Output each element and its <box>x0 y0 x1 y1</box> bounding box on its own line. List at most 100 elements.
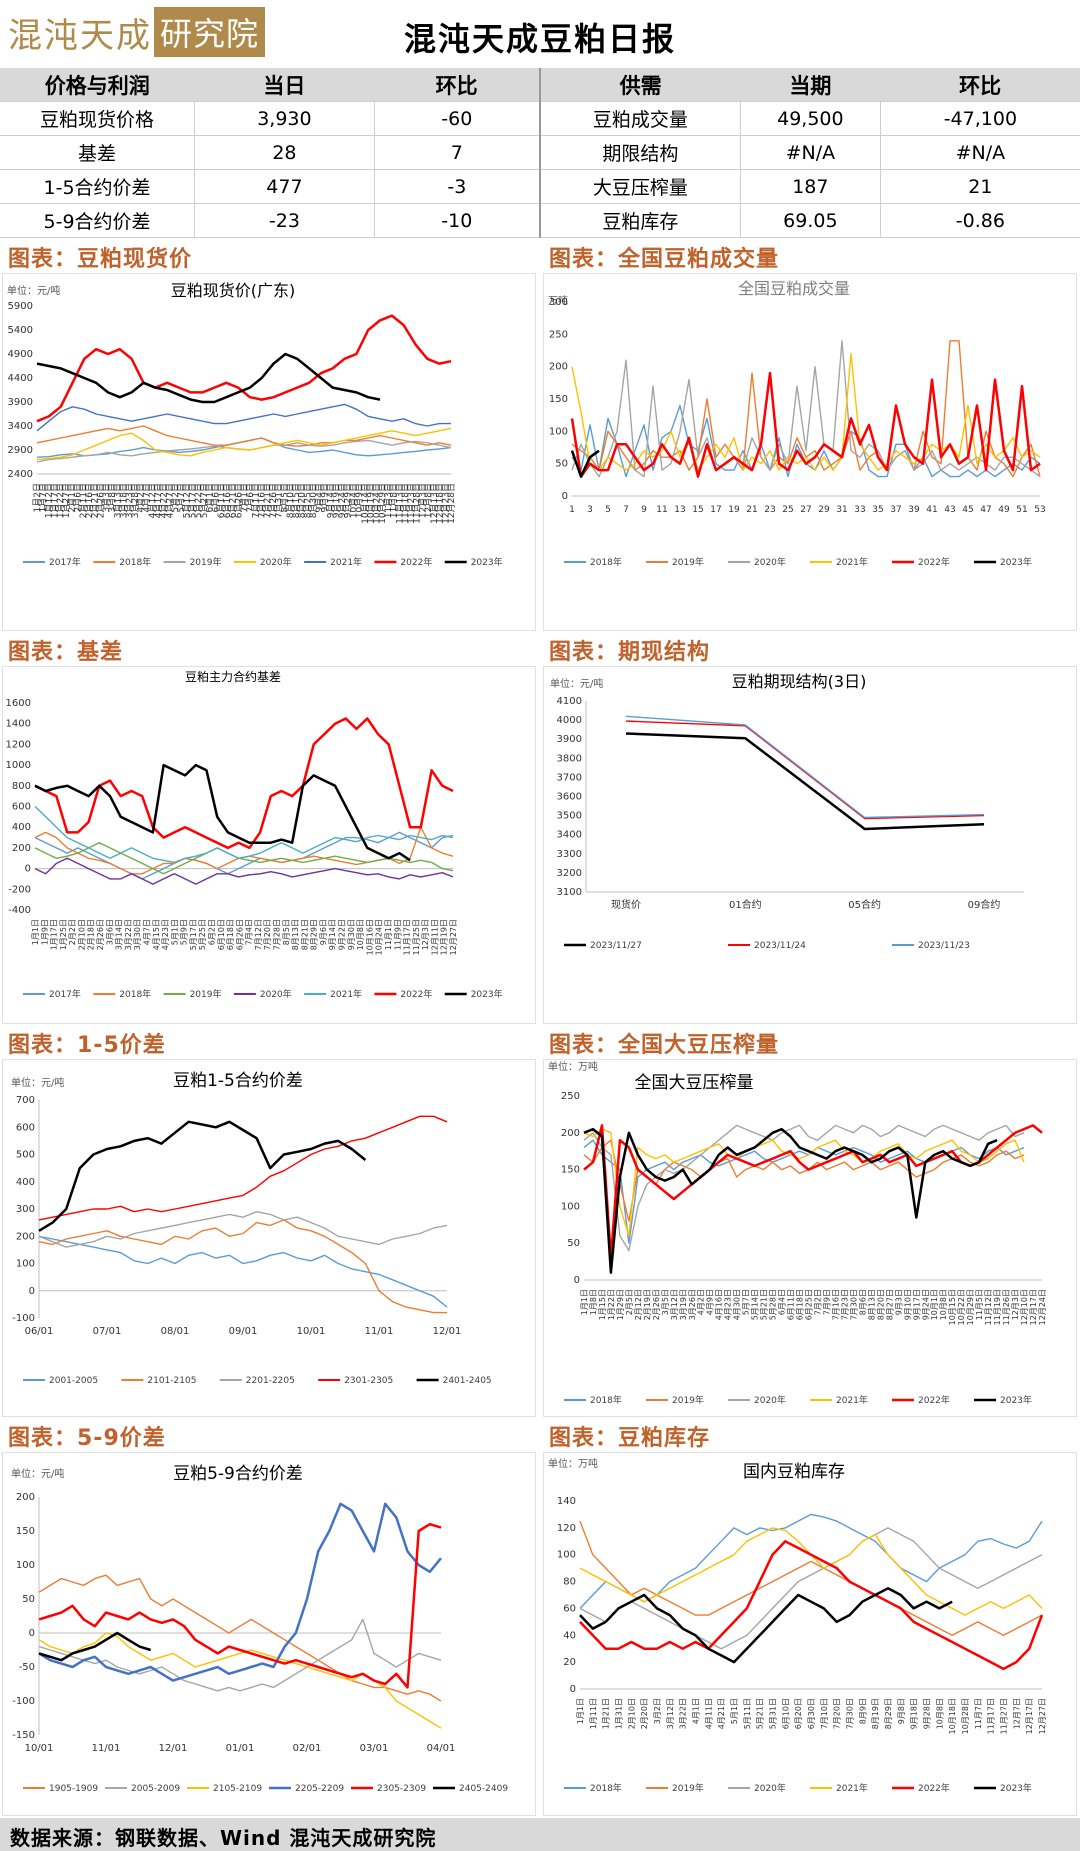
x-tick-label: 11/01 <box>92 1743 121 1754</box>
panel-spread-5-9: 图表：5-9价差 豆粕5-9合约价差 单位：元/吨 -150 -100 -50 0 50 10… <box>0 1418 538 1818</box>
x-tick-label: 01合约 <box>729 898 762 911</box>
x-tick-label: 8月9日 <box>858 1698 867 1724</box>
x-tick-label: 17 <box>710 505 721 515</box>
x-tick-label: 7月4日 <box>245 919 254 945</box>
x-tick-label: 9月6日 <box>319 919 328 945</box>
x-tick-label: 12月3日 <box>417 483 428 518</box>
panel-meal-inventory: 图表：豆粕库存 国内豆粕库存 单位：万吨 0 20 40 60 80 100 120 140 1月1… <box>541 1418 1079 1818</box>
x-tick-label: 4月22日 <box>159 483 170 518</box>
x-tick-label: 3月26日 <box>688 1289 697 1320</box>
y-tick-label: 4400 <box>8 373 33 384</box>
x-tick-label: 7月23日 <box>840 1289 849 1320</box>
x-tick-label: 11月17日 <box>987 1698 996 1734</box>
legend-label: 2018年 <box>590 556 622 568</box>
series-line-2023年 <box>34 763 411 862</box>
x-tick-label: 5月12日 <box>182 483 193 518</box>
table-cell: 69.05 <box>739 203 881 238</box>
spread-5-9-chart: 豆粕5-9合约价差 单位：元/吨 -150 -100 -50 0 50 100 150 200 10… <box>11 1464 508 1794</box>
x-tick-label: 10月24日 <box>375 919 384 955</box>
legend-label: 2301-2305 <box>344 1376 393 1386</box>
y-tick-label: 800 <box>12 781 31 792</box>
header-cell: 价格与利润 <box>0 68 195 102</box>
x-tick-label: 2月11日 <box>78 483 89 518</box>
series-line-2405-2409 <box>38 1631 152 1662</box>
table-row: 基差 28 7 期限结构 #N/A #N/A <box>0 135 1080 170</box>
series-line-2023年 <box>583 1127 998 1274</box>
table-cell: 21 <box>879 169 1080 204</box>
legend-label: 2019年 <box>672 1394 704 1406</box>
y-tick-label: 5400 <box>8 325 33 336</box>
y-tick-label: 3300 <box>557 849 582 860</box>
page-title: 混沌天成豆粕日报 <box>403 20 676 58</box>
x-tick-label: 3月14日 <box>115 919 124 950</box>
x-tick-label: 2月26日 <box>95 483 106 518</box>
legend-label: 2020年 <box>754 556 786 568</box>
crush-volume-chart: 全国大豆压榨量 单位：万吨 0 50 100 150 200 250 1月1日 1月8日 1月15日… <box>548 1060 1047 1406</box>
series-line-2205-2209 <box>38 1502 442 1682</box>
chart-title: 全国豆粕成交量 <box>738 279 850 298</box>
x-tick-label: 4月2日 <box>136 483 147 512</box>
x-tick-label: 25 <box>782 505 793 515</box>
y-tick-label: 1000 <box>6 760 31 771</box>
series-line-2019年 <box>579 1520 1043 1637</box>
x-tick-label: 11月7日 <box>974 1698 983 1729</box>
x-tick-label: 6月25日 <box>805 1289 814 1320</box>
x-tick-label: 27 <box>800 505 811 515</box>
series-line-2021年 <box>34 805 454 864</box>
panel-title: 图表：豆粕现货价 <box>8 247 193 272</box>
series-line-2019年 <box>583 1139 1025 1222</box>
series-line-2023年 <box>36 352 381 404</box>
series-line-2305-2309 <box>38 1522 442 1689</box>
legend-label: 2023年 <box>471 556 503 568</box>
x-tick-label: 10月18日 <box>948 1698 957 1734</box>
x-tick-label: 12月23日 <box>440 483 451 524</box>
x-tick-label: 3月3日 <box>101 483 112 512</box>
x-tick-label: 7月16日 <box>831 1289 840 1320</box>
x-tick-label: 1月31日 <box>615 1698 624 1729</box>
y-tick-label: 3700 <box>557 772 582 783</box>
table-cell: #N/A <box>879 135 1080 170</box>
series-line-2022年 <box>579 1540 1044 1671</box>
x-tick-label: 09/01 <box>229 1326 258 1337</box>
x-tick-label: 3月6日 <box>105 919 114 945</box>
x-tick-label: 04/01 <box>427 1743 456 1754</box>
x-tick-label: 10月8日 <box>935 1698 944 1729</box>
x-tick-label: 3月22日 <box>124 919 133 950</box>
x-tick-label: 10月22日 <box>957 1289 966 1325</box>
legend-label: 2023年 <box>1000 556 1032 568</box>
x-tick-label: 10/01 <box>297 1326 326 1337</box>
x-tick-label: 9月9日 <box>320 483 331 512</box>
x-tick-label: 7月20日 <box>833 1698 842 1729</box>
x-tick-label: 8月13日 <box>867 1289 876 1320</box>
y-tick-label: 50 <box>555 459 568 470</box>
x-tick-label: 6月2日 <box>207 919 216 945</box>
x-tick-label: 19 <box>728 505 740 515</box>
y-tick-label: 1400 <box>6 719 31 730</box>
x-tick-label: 1月1日 <box>31 919 40 945</box>
x-tick-label: 8月25日 <box>302 483 313 518</box>
x-tick-label: 6月20日 <box>794 1698 803 1729</box>
y-tick-label: 3100 <box>557 887 582 898</box>
chart-frame: 全国大豆压榨量 单位：万吨 0 50 100 150 200 250 1月1日 1月8日 1月15日… <box>543 1059 1077 1417</box>
unit-label: 单位：元/吨 <box>7 284 60 297</box>
x-tick-label: 3 <box>587 505 593 515</box>
x-tick-label: 12月11日 <box>430 919 439 955</box>
x-tick-label: 11月25日 <box>412 919 421 955</box>
y-tick-label: 100 <box>557 1550 576 1561</box>
x-tick-label: 4月30日 <box>733 1289 742 1320</box>
x-tick-label: 10月9日 <box>354 483 365 518</box>
x-tick-label: 6月10日 <box>781 1698 790 1729</box>
x-tick-label: 12月19日 <box>440 919 449 955</box>
logo-text: 混沌天成 <box>8 15 152 56</box>
x-tick-label: 11月18日 <box>400 483 411 524</box>
y-tick-label: 60 <box>563 1603 576 1614</box>
x-tick-label: 10月4日 <box>348 483 359 518</box>
x-tick-label: 5月17日 <box>187 483 198 518</box>
x-tick-label: 9月14日 <box>328 919 337 950</box>
legend-label: 2201-2205 <box>246 1376 295 1386</box>
x-tick-label: 5月1日 <box>730 1698 739 1724</box>
table-cell: 基差 <box>0 135 195 170</box>
x-tick-label: 5月1日 <box>170 919 179 945</box>
x-tick-label: 10月28日 <box>961 1698 970 1734</box>
x-tick-label: 2月12日 <box>634 1289 643 1320</box>
